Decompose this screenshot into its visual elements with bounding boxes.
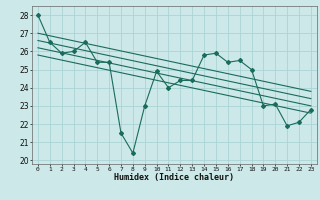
X-axis label: Humidex (Indice chaleur): Humidex (Indice chaleur) (115, 173, 234, 182)
